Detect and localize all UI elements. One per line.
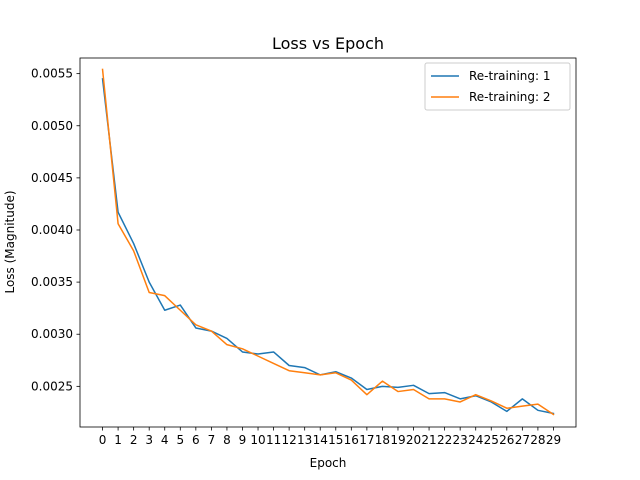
x-tick-label: 20 [406, 433, 421, 447]
x-tick-label: 16 [344, 433, 359, 447]
y-tick-label: 0.0050 [31, 119, 73, 133]
series-line-2 [101, 68, 555, 416]
x-tick-label: 18 [375, 433, 390, 447]
x-tick-label: 21 [421, 433, 436, 447]
x-tick-label: 28 [530, 433, 545, 447]
x-tick-label: 10 [250, 433, 265, 447]
plot-frame [79, 57, 577, 428]
x-tick-label: 27 [515, 433, 530, 447]
x-tick-label: 19 [390, 433, 405, 447]
x-tick-label: 3 [145, 433, 153, 447]
x-tick-label: 15 [328, 433, 343, 447]
plot-area: 0 1 2 3 4 5 6 7 8 9 10 11 12 13 14 15 16 17 18 19 20 21 22 23 24… [31, 57, 577, 447]
x-tick-label: 9 [239, 433, 247, 447]
x-tick-label: 26 [499, 433, 514, 447]
x-tick-label: 8 [223, 433, 231, 447]
legend-label-2: Re-training: 2 [469, 90, 551, 104]
x-tick-label: 23 [453, 433, 468, 447]
y-tick-label: 0.0045 [31, 171, 73, 185]
y-tick-label: 0.0055 [31, 67, 73, 81]
x-tick-label: 5 [176, 433, 184, 447]
y-tick-label: 0.0035 [31, 275, 73, 289]
legend-label-1: Re-training: 1 [469, 69, 551, 83]
y-tick-label: 0.0025 [31, 379, 73, 393]
y-tick-label: 0.0030 [31, 327, 73, 341]
x-tick-label: 11 [266, 433, 281, 447]
chart-title: Loss vs Epoch [272, 34, 384, 53]
y-axis-label: Loss (Magnitude) [3, 190, 17, 293]
x-tick-label: 6 [192, 433, 200, 447]
legend: Re-training: 1 Re-training: 2 [424, 62, 571, 111]
x-tick-label: 25 [484, 433, 499, 447]
x-tick-label: 0 [99, 433, 107, 447]
legend-box [424, 62, 571, 111]
x-tick-label: 29 [546, 433, 561, 447]
x-tick-label: 7 [208, 433, 216, 447]
x-tick-label: 24 [468, 433, 483, 447]
x-tick-label: 2 [130, 433, 138, 447]
x-tick-label: 1 [114, 433, 122, 447]
x-tick-label: 17 [359, 433, 374, 447]
x-axis-label: Epoch [310, 456, 347, 470]
y-tick-label: 0.0040 [31, 223, 73, 237]
x-tick-label: 22 [437, 433, 452, 447]
x-tick-label: 14 [313, 433, 328, 447]
x-tick-label: 13 [297, 433, 312, 447]
x-tick-label: 4 [161, 433, 169, 447]
x-tick-label: 12 [281, 433, 296, 447]
